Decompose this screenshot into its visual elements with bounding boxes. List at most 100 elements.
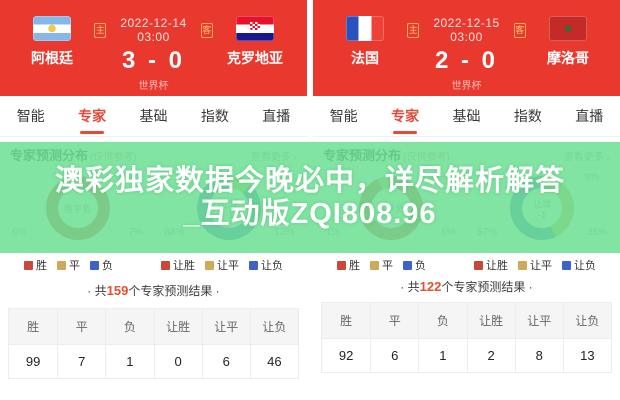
- tab-bar: 智能 专家 基础 指数 直播: [0, 96, 307, 137]
- match-header: 阿根廷 主 2022-12-14 03:00 客 3 - 0 世界杯 克罗地亚: [0, 0, 307, 96]
- table-value-cell: 0: [153, 345, 202, 378]
- away-badge: 客: [513, 22, 527, 38]
- table-header-cell: 平: [57, 309, 106, 345]
- home-team-block: 法国: [323, 16, 407, 68]
- table-value-cell: 6: [370, 339, 419, 372]
- tab-odds[interactable]: 指数: [200, 108, 229, 124]
- legend-label: 平: [69, 260, 80, 272]
- tab-basic[interactable]: 基础: [139, 108, 168, 124]
- table-value-cell: 7: [57, 345, 106, 378]
- table-value-cell: 2: [466, 339, 515, 372]
- handicap-legend: 让胜 让平 让负: [474, 257, 596, 273]
- table-header-cell: 让负: [249, 309, 298, 345]
- legend-row: 胜 平 负 让胜 让平 让负: [313, 257, 620, 273]
- expert-count-summary: · 共159个专家预测结果 ·: [87, 283, 220, 298]
- draw-color-swatch: [205, 260, 214, 270]
- croatia-flag-icon: [236, 16, 274, 41]
- promo-text-line1: 澳彩独家数据今晚必中，详尽解析解答: [54, 164, 565, 197]
- expert-count: 159: [106, 283, 129, 298]
- france-flag-icon: [346, 16, 384, 41]
- legend-label: 让胜: [486, 260, 508, 272]
- lose-color-swatch: [403, 260, 412, 270]
- match-datetime: 2022-12-15 03:00: [433, 16, 500, 44]
- tab-live[interactable]: 直播: [575, 108, 604, 124]
- legend-label: 让平: [530, 260, 552, 272]
- promo-overlay-banner: 澳彩独家数据今晚必中，详尽解析解答 _互动版ZQI808.96: [0, 142, 620, 253]
- away-badge: 客: [200, 22, 214, 38]
- win-color-swatch: [161, 260, 170, 270]
- match-center-info: 主 2022-12-14 03:00 客 3 - 0 世界杯: [94, 16, 214, 92]
- morocco-flag-icon: [549, 16, 587, 41]
- legend-label: 胜: [36, 260, 47, 272]
- home-team-name: 阿根廷: [31, 50, 73, 66]
- argentina-flag-icon: [33, 16, 71, 41]
- tab-basic[interactable]: 基础: [452, 108, 481, 124]
- table-value-cell: 1: [105, 345, 154, 378]
- spf-legend: 胜 平 负: [24, 257, 113, 273]
- table-header-cell: 让平: [514, 303, 563, 339]
- tab-bar: 智能 专家 基础 指数 直播: [313, 96, 620, 137]
- spf-legend: 胜 平 负: [337, 257, 426, 273]
- expert-count: 122: [419, 279, 442, 294]
- draw-color-swatch: [57, 260, 66, 270]
- legend-label: 让负: [261, 260, 283, 272]
- league-name: 世界杯: [451, 81, 482, 92]
- draw-color-swatch: [518, 260, 527, 270]
- table-value-cell: 46: [249, 345, 298, 378]
- prediction-table: 胜 平 负 让胜 让平 让负 99 7 1 0 6 46: [8, 308, 299, 379]
- tab-expert[interactable]: 专家: [78, 96, 106, 136]
- legend-label: 让负: [574, 260, 596, 272]
- tab-smart[interactable]: 智能: [16, 108, 45, 124]
- draw-color-swatch: [370, 260, 379, 270]
- match-center-info: 主 2022-12-15 03:00 客 2 - 0 世界杯: [407, 16, 527, 92]
- promo-text-line2: _互动版ZQI808.96: [183, 197, 437, 230]
- lose-color-swatch: [90, 260, 99, 270]
- handicap-legend: 让胜 让平 让负: [161, 257, 283, 273]
- table-value-cell: 6: [201, 345, 250, 378]
- table-value-cell: 92: [322, 339, 371, 372]
- table-header-cell: 让胜: [153, 309, 202, 345]
- legend-label: 让平: [217, 260, 239, 272]
- table-header-cell: 让胜: [466, 303, 515, 339]
- away-team-name: 克罗地亚: [227, 50, 283, 66]
- legend-label: 平: [382, 260, 393, 272]
- home-team-block: 阿根廷: [10, 16, 94, 68]
- table-header-cell: 胜: [322, 303, 371, 339]
- table-value-cell: 8: [514, 339, 563, 372]
- win-color-swatch: [474, 260, 483, 270]
- win-color-swatch: [24, 260, 33, 270]
- home-team-name: 法国: [351, 50, 379, 66]
- table-header-cell: 胜: [9, 309, 58, 345]
- league-name: 世界杯: [138, 81, 169, 92]
- legend-label: 负: [102, 260, 113, 272]
- tab-smart[interactable]: 智能: [329, 108, 358, 124]
- win-color-swatch: [337, 260, 346, 270]
- lose-color-swatch: [562, 260, 571, 270]
- table-value-cell: 13: [562, 339, 611, 372]
- match-score: 3 - 0: [121, 47, 186, 74]
- table-header-cell: 平: [370, 303, 419, 339]
- table-header-cell: 让平: [201, 309, 250, 345]
- table-header-cell: 负: [418, 303, 467, 339]
- legend-label: 让胜: [173, 260, 195, 272]
- away-team-block: 克罗地亚: [213, 16, 297, 68]
- tab-live[interactable]: 直播: [262, 108, 291, 124]
- tab-expert[interactable]: 专家: [391, 96, 419, 136]
- match-header: 法国 主 2022-12-15 03:00 客 2 - 0 世界杯 摩洛哥: [313, 0, 620, 96]
- legend-label: 负: [415, 260, 426, 272]
- table-value-cell: 99: [9, 345, 58, 378]
- expert-count-summary: · 共122个专家预测结果 ·: [400, 279, 533, 294]
- table-value-cell: 1: [418, 339, 467, 372]
- legend-label: 胜: [349, 260, 360, 272]
- home-badge: 主: [407, 22, 420, 38]
- table-header-cell: 让负: [562, 303, 611, 339]
- away-team-name: 摩洛哥: [547, 50, 589, 66]
- lose-color-swatch: [249, 260, 258, 270]
- tab-odds[interactable]: 指数: [513, 108, 542, 124]
- match-datetime: 2022-12-14 03:00: [120, 16, 187, 44]
- prediction-table: 胜 平 负 让胜 让平 让负 92 6 1 2 8 13: [321, 302, 612, 373]
- table-header-cell: 负: [105, 309, 154, 345]
- home-badge: 主: [94, 22, 107, 38]
- match-score: 2 - 0: [434, 47, 499, 74]
